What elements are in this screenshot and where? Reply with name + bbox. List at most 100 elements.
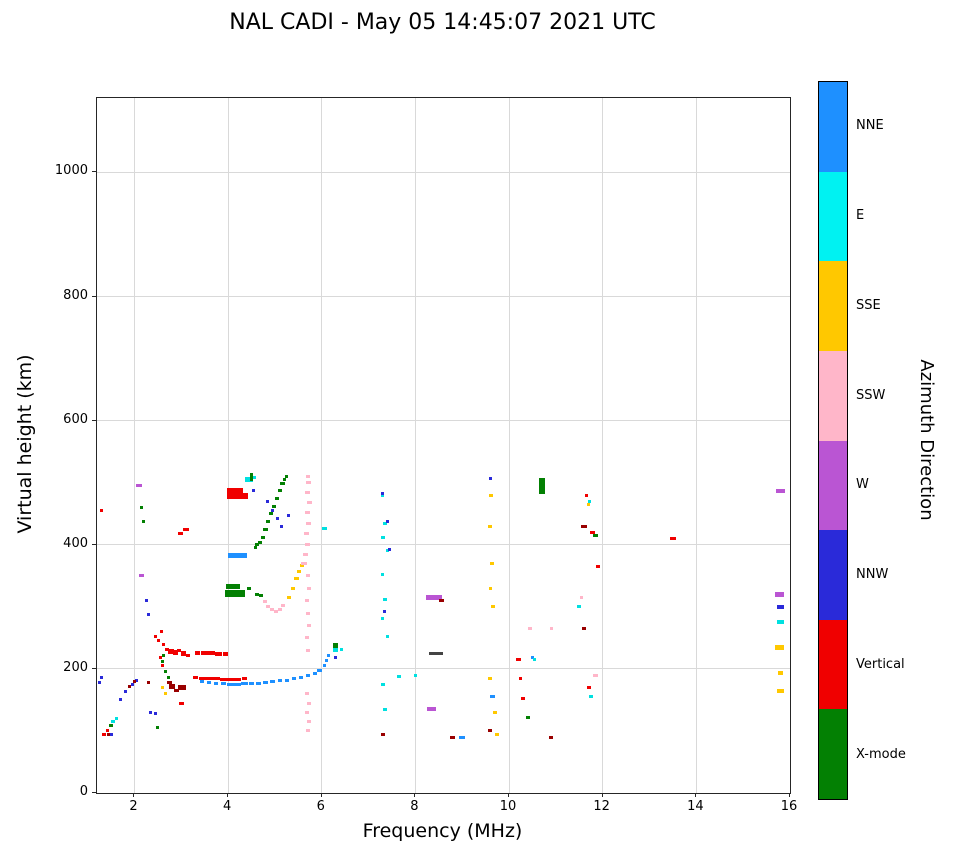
data-point bbox=[579, 596, 584, 600]
data-point bbox=[253, 475, 257, 479]
x-tick-label: 8 bbox=[410, 799, 419, 814]
data-point bbox=[163, 692, 167, 696]
x-tick-mark bbox=[414, 793, 416, 797]
y-tick-mark bbox=[92, 792, 96, 793]
data-point bbox=[249, 681, 254, 685]
data-point bbox=[154, 712, 158, 716]
data-point bbox=[587, 499, 592, 503]
data-point bbox=[176, 648, 182, 652]
data-point bbox=[214, 681, 219, 685]
data-point bbox=[304, 532, 310, 536]
y-axis-label: Virtual height (km) bbox=[14, 354, 36, 534]
data-point bbox=[111, 720, 116, 724]
data-point bbox=[333, 647, 339, 652]
chart-title: NAL CADI - May 05 14:45:07 2021 UTC bbox=[229, 10, 656, 35]
data-point bbox=[305, 674, 310, 678]
gridline-horizontal bbox=[97, 296, 790, 298]
data-point bbox=[241, 682, 248, 686]
data-point bbox=[260, 535, 265, 539]
colorbar-label-x-mode: X-mode bbox=[856, 747, 906, 763]
data-point bbox=[305, 511, 311, 515]
data-point bbox=[168, 683, 176, 689]
gridline-vertical bbox=[508, 98, 510, 793]
data-point bbox=[438, 599, 444, 603]
data-point bbox=[115, 717, 119, 721]
data-point bbox=[317, 668, 322, 672]
data-point bbox=[595, 565, 601, 568]
data-point bbox=[385, 549, 389, 553]
data-point bbox=[380, 573, 385, 577]
data-point bbox=[593, 533, 599, 537]
data-point bbox=[227, 553, 248, 559]
data-point bbox=[775, 488, 786, 493]
x-tick-mark bbox=[227, 793, 229, 797]
data-point bbox=[149, 710, 153, 714]
data-point bbox=[586, 686, 591, 689]
data-point bbox=[385, 635, 389, 639]
data-point bbox=[186, 653, 191, 657]
data-point bbox=[305, 648, 310, 652]
data-point bbox=[167, 681, 172, 685]
data-point bbox=[234, 677, 241, 681]
x-tick-mark bbox=[601, 793, 603, 797]
colorbar-label-e: E bbox=[856, 207, 865, 223]
data-point bbox=[450, 735, 456, 739]
x-tick-label: 10 bbox=[499, 799, 517, 814]
data-point bbox=[259, 594, 263, 598]
gridline-vertical bbox=[133, 98, 135, 793]
data-point bbox=[128, 684, 132, 688]
colorbar-label-nnw: NNW bbox=[856, 567, 889, 583]
data-point bbox=[266, 499, 270, 503]
data-point bbox=[168, 649, 174, 655]
data-point bbox=[100, 509, 104, 513]
data-point bbox=[306, 521, 312, 525]
colorbar-label-w: W bbox=[856, 477, 869, 493]
data-point bbox=[488, 476, 492, 480]
colorbar-segment-ssw bbox=[819, 350, 847, 441]
data-point bbox=[584, 493, 588, 497]
data-point bbox=[304, 636, 309, 640]
data-point bbox=[206, 677, 213, 681]
data-point bbox=[247, 586, 252, 590]
data-point bbox=[262, 600, 267, 604]
data-point bbox=[160, 659, 165, 663]
data-point bbox=[227, 487, 244, 493]
colorbar-segment-vertical bbox=[819, 619, 847, 710]
data-point bbox=[139, 574, 144, 578]
data-point bbox=[380, 535, 385, 539]
data-point bbox=[299, 563, 305, 567]
gridline-horizontal bbox=[97, 420, 790, 422]
data-point bbox=[380, 491, 385, 495]
data-point bbox=[322, 663, 326, 667]
gridline-horizontal bbox=[97, 544, 790, 546]
data-point bbox=[263, 527, 268, 531]
data-point bbox=[100, 676, 104, 680]
data-point bbox=[305, 611, 310, 615]
data-point bbox=[174, 689, 179, 693]
gridline-vertical bbox=[414, 98, 416, 793]
gridline-horizontal bbox=[97, 171, 790, 173]
data-point bbox=[135, 678, 139, 682]
data-point bbox=[220, 677, 227, 681]
data-point bbox=[429, 651, 444, 655]
x-tick-mark bbox=[133, 793, 135, 797]
data-point bbox=[294, 577, 299, 581]
gridline-horizontal bbox=[97, 668, 790, 670]
data-point bbox=[459, 735, 466, 739]
data-point bbox=[225, 584, 240, 590]
colorbar bbox=[818, 81, 848, 800]
data-point bbox=[324, 658, 328, 662]
data-point bbox=[139, 506, 144, 510]
data-point bbox=[271, 509, 275, 513]
data-point bbox=[489, 493, 494, 497]
data-point bbox=[275, 517, 279, 521]
data-point bbox=[301, 561, 307, 565]
data-point bbox=[256, 681, 261, 685]
data-point bbox=[213, 677, 220, 681]
data-point bbox=[284, 678, 289, 682]
data-point bbox=[277, 679, 282, 683]
data-point bbox=[380, 682, 385, 686]
data-point bbox=[306, 586, 311, 590]
data-point bbox=[383, 610, 387, 614]
data-point bbox=[207, 681, 212, 685]
